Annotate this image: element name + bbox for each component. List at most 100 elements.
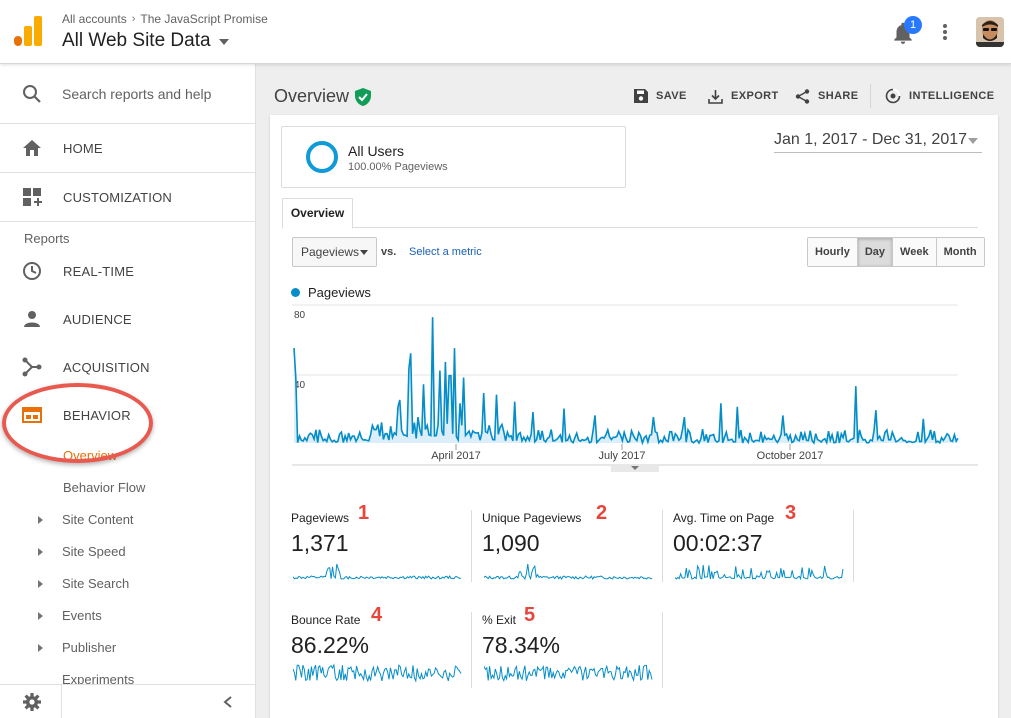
sidebar-subitem-site-speed[interactable]: Site Speed: [62, 544, 126, 559]
expand-arrow-icon[interactable]: [38, 580, 43, 588]
metric-label: Pageviews: [291, 511, 350, 525]
sidebar-subitem-site-content[interactable]: Site Content: [62, 512, 134, 527]
chevron-right-icon: ›: [131, 13, 136, 25]
sidebar-subitem-site-search[interactable]: Site Search: [62, 576, 130, 591]
metric-sparkline: [675, 564, 844, 581]
expand-arrow-icon[interactable]: [38, 644, 43, 652]
metric-label: % Exit: [482, 613, 517, 627]
save-button[interactable]: SAVE: [634, 86, 687, 106]
breadcrumb-property[interactable]: The JavaScript Promise: [140, 12, 268, 26]
person-icon: [24, 311, 40, 327]
metric-sparkline: [293, 563, 462, 580]
avatar[interactable]: [976, 17, 1004, 47]
metric-value: 00:02:37: [673, 530, 763, 556]
sidebar-item-acquisition[interactable]: ACQUISITION: [0, 343, 255, 391]
search-input[interactable]: [62, 82, 242, 106]
legend-label: Pageviews: [308, 285, 371, 300]
share-icon: [795, 88, 810, 104]
metric-card-unique-pageviews[interactable]: Unique Pageviews 2 1,090: [482, 502, 662, 591]
metric-card-bounce-rate[interactable]: Bounce Rate 4 86.22%: [291, 604, 471, 693]
date-range-picker[interactable]: Jan 1, 2017 - Dec 31, 2017: [774, 131, 982, 153]
intelligence-button[interactable]: INTELLIGENCE: [885, 86, 994, 106]
collapse-sidebar-icon[interactable]: [222, 695, 234, 709]
sidebar-subitem-events[interactable]: Events: [62, 608, 102, 623]
metric-card-pageviews[interactable]: Pageviews 1 1,371: [291, 502, 471, 591]
metric-sparkline: [484, 563, 653, 581]
sidebar: HOME CUSTOMIZATION Reports REAL-TIME AUD…: [0, 64, 256, 718]
intelligence-label: INTELLIGENCE: [909, 90, 995, 102]
metric-value: 1,371: [291, 530, 349, 556]
metric-label: Avg. Time on Page: [673, 511, 775, 525]
segment-card[interactable]: All Users 100.00% Pageviews: [281, 126, 626, 188]
admin-button[interactable]: [0, 685, 62, 718]
dropdown-caret-icon: [968, 138, 978, 144]
tab-strip: Overview: [282, 198, 978, 229]
sidebar-item-home[interactable]: HOME: [0, 124, 255, 172]
page-title: Overview: [274, 86, 350, 106]
more-vert-icon[interactable]: [936, 22, 954, 42]
metric-label: Bounce Rate: [291, 613, 361, 627]
sidebar-subitem-experiments[interactable]: Experiments: [62, 672, 135, 687]
metric-select[interactable]: Pageviews: [292, 237, 377, 267]
search-row: [0, 64, 255, 124]
search-icon: [23, 85, 41, 103]
annotation-number: 1: [358, 502, 370, 524]
metric-value: 86.22%: [291, 632, 370, 658]
view-name: All Web Site Data: [62, 30, 211, 51]
breadcrumb-account[interactable]: All accounts: [62, 12, 127, 26]
analytics-logo-icon[interactable]: [14, 16, 42, 46]
metric-sparkline: [293, 663, 462, 683]
period-month-button[interactable]: Month: [936, 238, 984, 266]
metric-value: 1,090: [482, 530, 540, 556]
divider: [662, 510, 663, 582]
pageviews-chart: 80 40 April 2017 July 2017 October 2017: [292, 304, 978, 472]
sidebar-subitem-overview[interactable]: Overview: [63, 448, 118, 463]
sidebar-subitem-behavior-flow[interactable]: Behavior Flow: [63, 480, 146, 495]
save-label: SAVE: [656, 90, 687, 102]
reports-heading: Reports: [24, 231, 70, 246]
period-toggle: Hourly Day Week Month: [807, 237, 985, 267]
expand-arrow-icon[interactable]: [38, 548, 43, 556]
sidebar-footer: [0, 684, 255, 718]
intelligence-icon: [885, 88, 901, 104]
share-button[interactable]: SHARE: [795, 86, 859, 106]
sidebar-item-realtime[interactable]: REAL-TIME: [0, 247, 255, 295]
select-metric-link[interactable]: Select a metric: [409, 246, 482, 258]
annotation-number: 4: [371, 604, 383, 626]
chevron-down-icon: [631, 466, 639, 470]
sidebar-item-customization[interactable]: CUSTOMIZATION: [0, 173, 255, 221]
clock-icon: [23, 262, 41, 280]
segment-detail: 100.00% Pageviews: [348, 161, 448, 173]
period-week-button[interactable]: Week: [893, 238, 937, 266]
breadcrumb[interactable]: All accounts › The JavaScript Promise: [62, 12, 268, 26]
acquisition-icon: [22, 357, 42, 377]
app-header: All accounts › The JavaScript Promise Al…: [0, 0, 1011, 64]
gear-icon: [23, 693, 41, 711]
user-photo-icon: [976, 17, 1004, 47]
sidebar-subitem-publisher[interactable]: Publisher: [62, 640, 117, 655]
metric-card-exit-rate[interactable]: % Exit 5 78.34%: [482, 604, 662, 693]
dashboard-icon: [23, 188, 42, 206]
period-hourly-button[interactable]: Hourly: [808, 238, 858, 266]
x-tick-label: July 2017: [598, 450, 645, 462]
sidebar-item-audience[interactable]: AUDIENCE: [0, 295, 255, 343]
date-range-text: Jan 1, 2017 - Dec 31, 2017: [774, 131, 968, 148]
tab-overview[interactable]: Overview: [282, 198, 353, 229]
dropdown-caret-icon: [218, 39, 229, 45]
period-day-button[interactable]: Day: [857, 238, 894, 266]
metric-card-avg-time[interactable]: Avg. Time on Page 3 00:02:37: [673, 502, 853, 591]
metric-label: Unique Pageviews: [482, 511, 582, 525]
y-tick-label: 80: [294, 310, 306, 321]
view-selector[interactable]: All Web Site Data: [62, 30, 229, 52]
sidebar-item-behavior[interactable]: BEHAVIOR: [0, 391, 255, 439]
x-tick-label: October 2017: [757, 450, 824, 462]
sidebar-item-label: HOME: [63, 140, 103, 156]
expand-arrow-icon[interactable]: [38, 516, 43, 524]
sidebar-item-label: BEHAVIOR: [63, 407, 131, 423]
expand-arrow-icon[interactable]: [38, 612, 43, 620]
annotation-number: 2: [596, 502, 608, 524]
chart-legend: Pageviews: [291, 285, 371, 300]
export-button[interactable]: EXPORT: [708, 86, 779, 106]
behavior-icon: [22, 407, 42, 423]
notification-badge: 1: [904, 16, 922, 34]
